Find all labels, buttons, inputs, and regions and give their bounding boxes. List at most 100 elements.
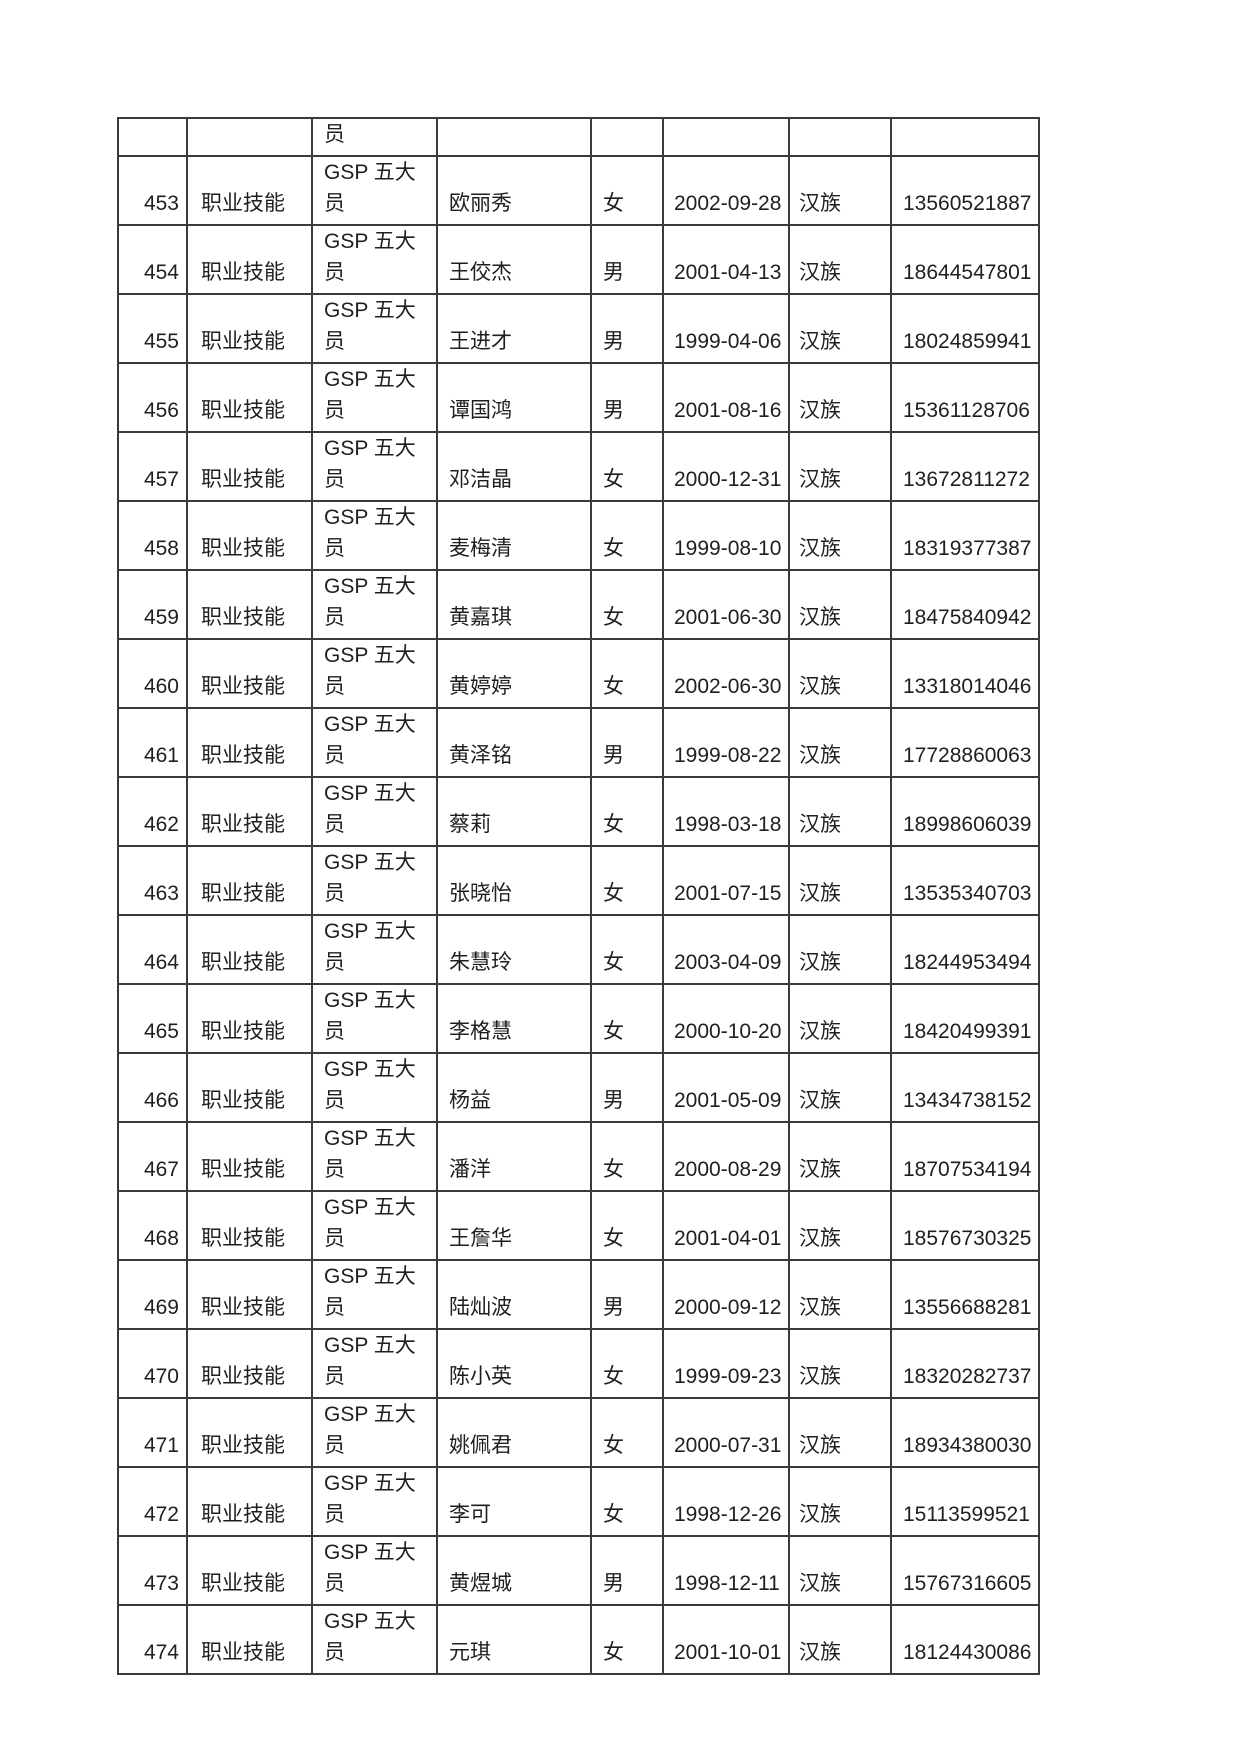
category-cell: 职业技能 [186, 707, 313, 778]
phone-cell: 18244953494 [890, 914, 1040, 985]
ethnicity-cell: 汉族 [788, 1466, 892, 1537]
birthdate-cell: 2001-07-15 [662, 845, 790, 916]
category-cell: 职业技能 [186, 1604, 313, 1675]
cert-cell: GSP 五大员 [311, 224, 438, 295]
phone-cell: 18934380030 [890, 1397, 1040, 1468]
phone-cell: 18124430086 [890, 1604, 1040, 1675]
roster-row: 468 职业技能 GSP 五大员 王詹华 女 2001-04-01 汉族 185… [117, 1190, 1040, 1261]
row-number-cell: 466 [117, 1052, 188, 1123]
roster-row: 456 职业技能 GSP 五大员 谭国鸿 男 2001-08-16 汉族 153… [117, 362, 1040, 433]
row-number-cell: 474 [117, 1604, 188, 1675]
phone-cell: 18707534194 [890, 1121, 1040, 1192]
cert-cell: GSP 五大员 [311, 914, 438, 985]
phone-cell: 18319377387 [890, 500, 1040, 571]
name-cell: 陆灿波 [436, 1259, 592, 1330]
row-number-cell: 469 [117, 1259, 188, 1330]
gender-cell: 女 [590, 776, 664, 847]
roster-row: 463 职业技能 GSP 五大员 张晓怡 女 2001-07-15 汉族 135… [117, 845, 1040, 916]
name-cell: 欧丽秀 [436, 155, 592, 226]
phone-cell: 13318014046 [890, 638, 1040, 709]
roster-row: 462 职业技能 GSP 五大员 蔡莉 女 1998-03-18 汉族 1899… [117, 776, 1040, 847]
cert-cell: GSP 五大员 [311, 431, 438, 502]
category-cell: 职业技能 [186, 431, 313, 502]
name-cell: 朱慧玲 [436, 914, 592, 985]
ethnicity-cell: 汉族 [788, 293, 892, 364]
ethnicity-cell: 汉族 [788, 431, 892, 502]
birthdate-cell: 1999-09-23 [662, 1328, 790, 1399]
gender-cell: 女 [590, 431, 664, 502]
name-cell: 王詹华 [436, 1190, 592, 1261]
category-cell [186, 117, 313, 157]
row-number-cell: 473 [117, 1535, 188, 1606]
ethnicity-cell: 汉族 [788, 1328, 892, 1399]
cert-cell: GSP 五大员 [311, 362, 438, 433]
gender-cell: 男 [590, 1535, 664, 1606]
roster-row: 472 职业技能 GSP 五大员 李可 女 1998-12-26 汉族 1511… [117, 1466, 1040, 1537]
ethnicity-cell: 汉族 [788, 707, 892, 778]
ethnicity-cell: 汉族 [788, 1259, 892, 1330]
gender-cell: 女 [590, 155, 664, 226]
roster-row: 458 职业技能 GSP 五大员 麦梅清 女 1999-08-10 汉族 183… [117, 500, 1040, 571]
ethnicity-cell: 汉族 [788, 155, 892, 226]
name-cell: 邓洁晶 [436, 431, 592, 502]
cert-cell: GSP 五大员 [311, 1466, 438, 1537]
birthdate-cell: 2000-12-31 [662, 431, 790, 502]
category-cell: 职业技能 [186, 1535, 313, 1606]
ethnicity-cell: 汉族 [788, 362, 892, 433]
roster-row: 455 职业技能 GSP 五大员 王进才 男 1999-04-06 汉族 180… [117, 293, 1040, 364]
ethnicity-cell: 汉族 [788, 569, 892, 640]
cert-cell: GSP 五大员 [311, 1397, 438, 1468]
birthdate-cell: 2001-06-30 [662, 569, 790, 640]
ethnicity-cell: 汉族 [788, 914, 892, 985]
name-cell: 姚佩君 [436, 1397, 592, 1468]
cert-cell: GSP 五大员 [311, 500, 438, 571]
cert-cell: GSP 五大员 [311, 293, 438, 364]
birthdate-cell: 1998-03-18 [662, 776, 790, 847]
birthdate-cell: 2003-04-09 [662, 914, 790, 985]
category-cell: 职业技能 [186, 1259, 313, 1330]
category-cell: 职业技能 [186, 224, 313, 295]
cert-cell: GSP 五大员 [311, 1535, 438, 1606]
cert-cell: GSP 五大员 [311, 776, 438, 847]
ethnicity-cell: 汉族 [788, 983, 892, 1054]
phone-cell: 15113599521 [890, 1466, 1040, 1537]
gender-cell [590, 117, 664, 157]
roster-table: 员 453 职业技能 GSP 五大员 欧丽秀 女 2002-09-28 汉族 1… [117, 117, 1040, 1675]
cert-fragment-cell: 员 [311, 117, 438, 157]
phone-cell: 18024859941 [890, 293, 1040, 364]
roster-row: 459 职业技能 GSP 五大员 黄嘉琪 女 2001-06-30 汉族 184… [117, 569, 1040, 640]
ethnicity-cell: 汉族 [788, 1535, 892, 1606]
gender-cell: 女 [590, 914, 664, 985]
ethnicity-cell [788, 117, 892, 157]
gender-cell: 女 [590, 1397, 664, 1468]
birthdate-cell: 2001-05-09 [662, 1052, 790, 1123]
phone-cell: 18420499391 [890, 983, 1040, 1054]
name-cell: 王佼杰 [436, 224, 592, 295]
ethnicity-cell: 汉族 [788, 1604, 892, 1675]
gender-cell: 女 [590, 1328, 664, 1399]
category-cell: 职业技能 [186, 845, 313, 916]
cert-cell: GSP 五大员 [311, 569, 438, 640]
ethnicity-cell: 汉族 [788, 1121, 892, 1192]
name-cell: 元琪 [436, 1604, 592, 1675]
name-cell: 李可 [436, 1466, 592, 1537]
cert-cell: GSP 五大员 [311, 983, 438, 1054]
category-cell: 职业技能 [186, 1466, 313, 1537]
phone-cell: 17728860063 [890, 707, 1040, 778]
roster-row: 454 职业技能 GSP 五大员 王佼杰 男 2001-04-13 汉族 186… [117, 224, 1040, 295]
phone-cell: 13672811272 [890, 431, 1040, 502]
row-number-cell: 470 [117, 1328, 188, 1399]
name-cell: 杨益 [436, 1052, 592, 1123]
roster-row: 466 职业技能 GSP 五大员 杨益 男 2001-05-09 汉族 1343… [117, 1052, 1040, 1123]
gender-cell: 女 [590, 1190, 664, 1261]
phone-cell: 15767316605 [890, 1535, 1040, 1606]
phone-cell: 13556688281 [890, 1259, 1040, 1330]
name-cell: 王进才 [436, 293, 592, 364]
phone-cell: 18475840942 [890, 569, 1040, 640]
gender-cell: 女 [590, 638, 664, 709]
cert-cell: GSP 五大员 [311, 1121, 438, 1192]
name-cell: 蔡莉 [436, 776, 592, 847]
roster-row: 461 职业技能 GSP 五大员 黄泽铭 男 1999-08-22 汉族 177… [117, 707, 1040, 778]
gender-cell: 男 [590, 224, 664, 295]
ethnicity-cell: 汉族 [788, 1397, 892, 1468]
